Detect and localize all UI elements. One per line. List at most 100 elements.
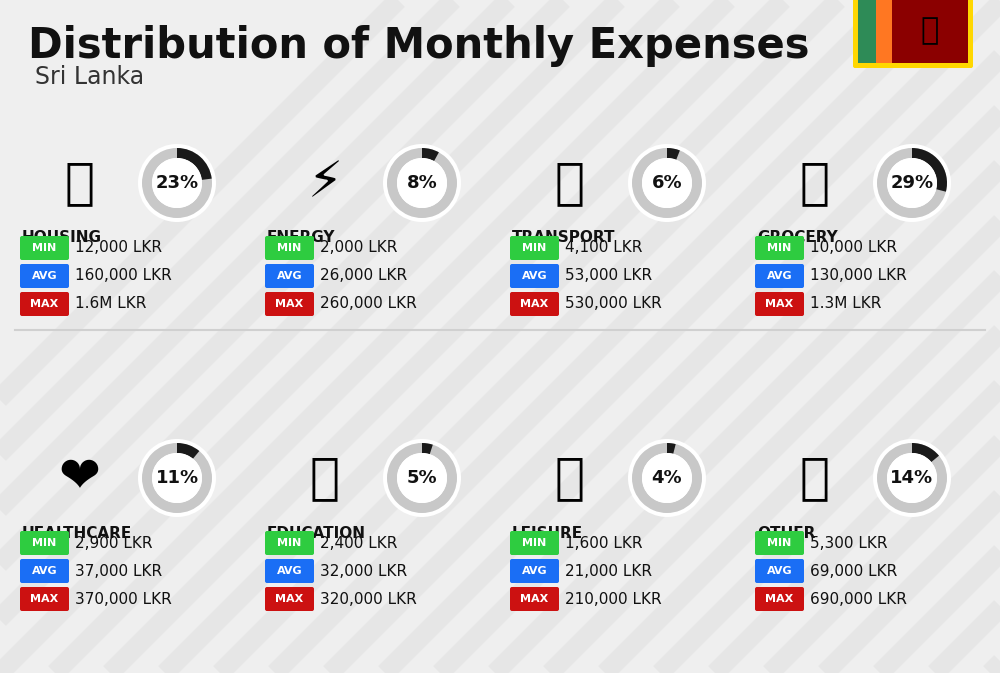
Text: MAX: MAX: [765, 594, 794, 604]
Text: AVG: AVG: [767, 566, 792, 576]
Text: ⚡: ⚡: [307, 159, 343, 207]
Text: MIN: MIN: [32, 243, 57, 253]
Circle shape: [138, 439, 216, 517]
Text: OTHER: OTHER: [757, 526, 815, 540]
Text: 4,100 LKR: 4,100 LKR: [565, 240, 642, 256]
Text: Distribution of Monthly Expenses: Distribution of Monthly Expenses: [28, 25, 810, 67]
Circle shape: [642, 158, 692, 208]
Wedge shape: [142, 443, 212, 513]
Text: AVG: AVG: [32, 271, 57, 281]
Text: MIN: MIN: [767, 538, 792, 548]
Wedge shape: [422, 148, 439, 161]
Text: HEALTHCARE: HEALTHCARE: [22, 526, 132, 540]
Text: 1.6M LKR: 1.6M LKR: [75, 297, 146, 312]
Text: MAX: MAX: [520, 299, 549, 309]
Text: 14%: 14%: [890, 469, 934, 487]
Text: 🏢: 🏢: [65, 159, 95, 207]
FancyBboxPatch shape: [510, 559, 559, 583]
FancyBboxPatch shape: [265, 531, 314, 555]
Wedge shape: [177, 443, 199, 459]
Text: 10,000 LKR: 10,000 LKR: [810, 240, 897, 256]
Text: HOUSING: HOUSING: [22, 230, 102, 246]
FancyBboxPatch shape: [510, 531, 559, 555]
Text: MAX: MAX: [30, 594, 59, 604]
Text: MAX: MAX: [275, 299, 304, 309]
Text: 26,000 LKR: 26,000 LKR: [320, 269, 407, 283]
FancyBboxPatch shape: [20, 292, 69, 316]
Text: 👜: 👜: [800, 454, 830, 502]
FancyBboxPatch shape: [755, 292, 804, 316]
FancyBboxPatch shape: [755, 559, 804, 583]
Text: 210,000 LKR: 210,000 LKR: [565, 592, 662, 606]
Text: 5,300 LKR: 5,300 LKR: [810, 536, 888, 551]
Text: 🛍️: 🛍️: [555, 454, 585, 502]
Text: MIN: MIN: [522, 538, 547, 548]
Wedge shape: [912, 148, 947, 192]
Circle shape: [642, 453, 692, 503]
Text: 1.3M LKR: 1.3M LKR: [810, 297, 881, 312]
Wedge shape: [877, 443, 947, 513]
Text: 12,000 LKR: 12,000 LKR: [75, 240, 162, 256]
Text: MAX: MAX: [520, 594, 549, 604]
FancyBboxPatch shape: [510, 236, 559, 260]
Text: 5%: 5%: [407, 469, 437, 487]
Text: 530,000 LKR: 530,000 LKR: [565, 297, 662, 312]
Text: TRANSPORT: TRANSPORT: [512, 230, 616, 246]
FancyBboxPatch shape: [755, 531, 804, 555]
Text: MIN: MIN: [522, 243, 547, 253]
Circle shape: [152, 453, 202, 503]
Text: 🎓: 🎓: [310, 454, 340, 502]
Text: 260,000 LKR: 260,000 LKR: [320, 297, 417, 312]
FancyBboxPatch shape: [892, 0, 968, 63]
FancyBboxPatch shape: [755, 236, 804, 260]
FancyBboxPatch shape: [20, 264, 69, 288]
Text: AVG: AVG: [32, 566, 57, 576]
Wedge shape: [387, 148, 457, 218]
Text: AVG: AVG: [277, 271, 302, 281]
Text: 6%: 6%: [652, 174, 682, 192]
Circle shape: [397, 158, 447, 208]
Text: MIN: MIN: [277, 538, 302, 548]
Text: MAX: MAX: [275, 594, 304, 604]
Circle shape: [887, 158, 937, 208]
FancyBboxPatch shape: [755, 587, 804, 611]
FancyBboxPatch shape: [265, 292, 314, 316]
FancyBboxPatch shape: [265, 559, 314, 583]
Text: 32,000 LKR: 32,000 LKR: [320, 563, 407, 579]
Text: 53,000 LKR: 53,000 LKR: [565, 269, 652, 283]
Wedge shape: [632, 148, 702, 218]
Text: 370,000 LKR: 370,000 LKR: [75, 592, 172, 606]
Text: AVG: AVG: [522, 566, 547, 576]
Text: 21,000 LKR: 21,000 LKR: [565, 563, 652, 579]
FancyBboxPatch shape: [20, 587, 69, 611]
Text: 2,000 LKR: 2,000 LKR: [320, 240, 397, 256]
FancyBboxPatch shape: [510, 264, 559, 288]
Text: 2,400 LKR: 2,400 LKR: [320, 536, 397, 551]
Circle shape: [628, 439, 706, 517]
Text: ❤️: ❤️: [59, 454, 101, 502]
Text: 69,000 LKR: 69,000 LKR: [810, 563, 897, 579]
Circle shape: [383, 144, 461, 222]
Text: AVG: AVG: [522, 271, 547, 281]
Circle shape: [628, 144, 706, 222]
Text: MIN: MIN: [32, 538, 57, 548]
FancyBboxPatch shape: [265, 236, 314, 260]
Wedge shape: [912, 443, 939, 462]
Wedge shape: [667, 148, 680, 160]
Text: 11%: 11%: [155, 469, 199, 487]
Text: 29%: 29%: [890, 174, 934, 192]
Text: 🛒: 🛒: [800, 159, 830, 207]
Text: 2,900 LKR: 2,900 LKR: [75, 536, 152, 551]
Wedge shape: [177, 148, 212, 180]
Text: 4%: 4%: [652, 469, 682, 487]
Text: EDUCATION: EDUCATION: [267, 526, 366, 540]
Circle shape: [397, 453, 447, 503]
Text: 🦁: 🦁: [921, 16, 939, 45]
FancyBboxPatch shape: [265, 264, 314, 288]
FancyBboxPatch shape: [20, 559, 69, 583]
Text: LEISURE: LEISURE: [512, 526, 583, 540]
Text: 🚌: 🚌: [555, 159, 585, 207]
Wedge shape: [422, 443, 433, 454]
FancyBboxPatch shape: [20, 236, 69, 260]
Wedge shape: [142, 148, 212, 218]
